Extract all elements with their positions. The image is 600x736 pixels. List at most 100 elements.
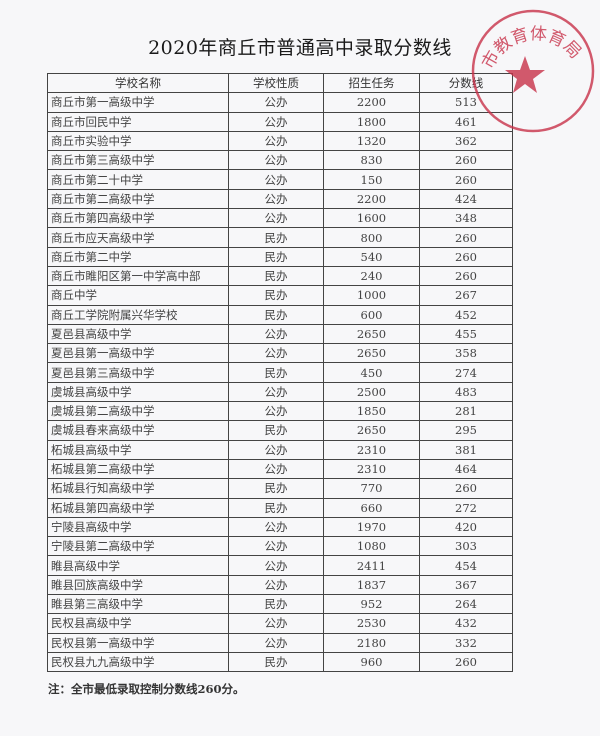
school-name-cell: 商丘市应天高级中学 [47,227,229,248]
school-name-cell: 商丘市第四高级中学 [47,208,229,229]
enrollment-quota-cell: 2650 [323,343,420,364]
school-type-cell: 公办 [228,555,324,576]
school-type-cell: 民办 [228,497,324,518]
enrollment-quota-cell: 2650 [323,420,420,441]
score-line-cell: 432 [419,613,513,634]
school-type-cell: 公办 [228,536,324,557]
school-name-cell: 商丘市第二中学 [47,246,229,267]
table-row: 商丘市第二高级中学 公办 2200 424 [47,188,513,210]
table-row: 睢县高级中学 公办 2411 454 [47,555,513,576]
score-line-cell: 332 [419,632,513,653]
school-type-cell: 公办 [228,169,324,190]
table-row: 商丘市第一高级中学 公办 2200 513 [47,92,513,113]
table-row: 柘城县高级中学 公办 2310 381 [47,439,513,460]
enrollment-quota-cell: 2530 [323,613,420,634]
table-row: 商丘市第二十中学 公办 150 260 [47,169,513,190]
score-line-cell: 455 [419,323,513,345]
school-name-cell: 宁陵县第二高级中学 [47,536,229,557]
school-type-cell: 民办 [228,285,324,306]
score-line-cell: 260 [419,478,513,499]
score-line-cell: 267 [419,285,513,306]
school-type-cell: 民办 [228,478,324,499]
enrollment-quota-cell: 2180 [323,632,420,653]
school-name-cell: 柘城县第四高级中学 [47,497,229,518]
table-header-row: 学校名称 学校性质 招生任务 分数线 [47,72,513,94]
school-name-cell: 虞城县第二高级中学 [47,401,229,422]
school-name-cell: 商丘市第一高级中学 [47,92,229,113]
school-name-cell: 宁陵县高级中学 [47,516,229,538]
enrollment-quota-cell: 600 [323,304,420,325]
enrollment-quota-cell: 960 [323,651,420,673]
school-name-cell: 民权县第一高级中学 [47,632,229,653]
table-row: 虞城县春来高级中学 民办 2650 295 [47,420,513,441]
table-row: 柘城县第二高级中学 公办 2310 464 [47,458,513,480]
school-type-cell: 公办 [228,150,324,171]
score-line-cell: 513 [419,92,513,113]
school-name-cell: 睢县第三高级中学 [47,594,229,615]
table-row: 夏邑县第三高级中学 民办 450 274 [47,362,513,383]
school-name-cell: 柘城县行知高级中学 [47,478,229,499]
school-name-cell: 夏邑县高级中学 [47,323,229,345]
enrollment-quota-cell: 1600 [323,208,420,229]
enrollment-quota-cell: 1080 [323,536,420,557]
enrollment-quota-cell: 2411 [323,555,420,576]
school-type-cell: 公办 [228,130,324,152]
table-row: 商丘市第四高级中学 公办 1600 348 [47,208,513,229]
score-line-cell: 260 [419,227,513,248]
score-line-cell: 281 [419,401,513,422]
enrollment-quota-cell: 952 [323,594,420,615]
enrollment-quota-cell: 1970 [323,516,420,538]
school-name-cell: 商丘工学院附属兴华学校 [47,304,229,325]
school-type-cell: 公办 [228,613,324,634]
table-row: 虞城县第二高级中学 公办 1850 281 [47,401,513,422]
school-name-cell: 商丘市第二十中学 [47,169,229,190]
school-name-cell: 夏邑县第三高级中学 [47,362,229,383]
table-row: 宁陵县高级中学 公办 1970 420 [47,516,513,538]
score-line-cell: 264 [419,594,513,615]
enrollment-quota-cell: 540 [323,246,420,267]
school-type-cell: 公办 [228,632,324,653]
school-type-cell: 民办 [228,304,324,325]
table-row: 虞城县高级中学 公办 2500 483 [47,381,513,403]
school-type-cell: 公办 [228,574,324,596]
table-row: 商丘市第三高级中学 公办 830 260 [47,150,513,171]
school-type-cell: 公办 [228,516,324,538]
enrollment-quota-cell: 240 [323,265,420,287]
school-name-cell: 商丘市第二高级中学 [47,188,229,210]
school-type-cell: 公办 [228,111,324,132]
school-type-cell: 公办 [228,439,324,460]
score-line-cell: 260 [419,265,513,287]
school-name-cell: 睢县高级中学 [47,555,229,576]
table-row: 商丘市回民中学 公办 1800 461 [47,111,513,132]
score-line-cell: 454 [419,555,513,576]
school-name-cell: 商丘市睢阳区第一中学高中部 [47,265,229,287]
enrollment-quota-cell: 150 [323,169,420,190]
table-row: 商丘市实验中学 公办 1320 362 [47,130,513,152]
school-type-cell: 公办 [228,458,324,480]
score-line-cell: 272 [419,497,513,518]
enrollment-quota-cell: 1837 [323,574,420,596]
school-name-cell: 睢县回族高级中学 [47,574,229,596]
table-row: 民权县第一高级中学 公办 2180 332 [47,632,513,653]
enrollment-quota-cell: 1800 [323,111,420,132]
score-line-cell: 260 [419,651,513,673]
table-row: 商丘市睢阳区第一中学高中部 民办 240 260 [47,265,513,287]
score-line-cell: 420 [419,516,513,538]
header-school-name: 学校名称 [47,72,229,94]
school-type-cell: 公办 [228,323,324,345]
school-type-cell: 民办 [228,227,324,248]
school-name-cell: 商丘中学 [47,285,229,306]
header-enrollment-quota: 招生任务 [323,72,420,94]
enrollment-quota-cell: 660 [323,497,420,518]
enrollment-quota-cell: 2310 [323,439,420,460]
table-row: 夏邑县高级中学 公办 2650 455 [47,323,513,345]
school-name-cell: 柘城县第二高级中学 [47,458,229,480]
score-line-cell: 348 [419,208,513,229]
table-row: 商丘中学 民办 1000 267 [47,285,513,306]
school-type-cell: 公办 [228,208,324,229]
school-type-cell: 公办 [228,381,324,403]
school-type-cell: 民办 [228,594,324,615]
enrollment-quota-cell: 2200 [323,188,420,210]
enrollment-quota-cell: 1320 [323,130,420,152]
table-row: 商丘工学院附属兴华学校 民办 600 452 [47,304,513,325]
